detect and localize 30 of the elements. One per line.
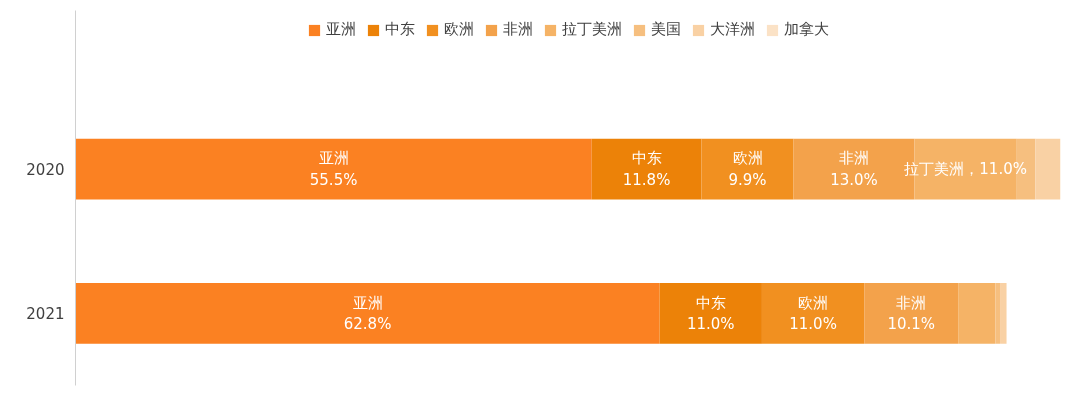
bar — [995, 283, 1001, 344]
y-tick-label: 2020 — [26, 161, 65, 180]
bar — [864, 283, 959, 344]
legend-label: 中东 — [384, 20, 415, 39]
data-label: 欧洲 11.0% — [789, 293, 837, 334]
bar — [958, 283, 996, 344]
legend-label: 加拿大 — [783, 20, 829, 39]
bar — [75, 138, 592, 200]
legend-label: 非洲 — [502, 20, 533, 39]
bar — [75, 283, 660, 344]
bar — [761, 283, 865, 344]
y-tick-label: 2021 — [26, 305, 65, 324]
data-label: 非洲 10.1% — [887, 293, 936, 334]
bar — [1000, 283, 1007, 344]
data-label: 亚洲 55.5% — [309, 149, 358, 189]
bar — [1035, 138, 1061, 200]
legend-label: 美国 — [650, 20, 681, 39]
legend-label: 亚洲 — [325, 20, 356, 39]
data-label: 欧洲 9.9% — [728, 149, 767, 189]
data-label: 亚洲 62.8% — [343, 293, 392, 334]
bar — [701, 138, 794, 200]
legend-label: 大洋洲 — [709, 20, 755, 39]
data-label: 拉丁美洲，11.0% — [904, 160, 1027, 179]
data-label: 非洲 13.0% — [830, 149, 878, 189]
legend-label: 拉丁美洲 — [561, 20, 622, 39]
data-label: 中东 11.0% — [686, 293, 735, 334]
bar — [659, 283, 762, 344]
data-label: 中东 11.8% — [622, 149, 671, 189]
legend-label: 欧洲 — [443, 20, 474, 39]
bar — [591, 138, 702, 200]
